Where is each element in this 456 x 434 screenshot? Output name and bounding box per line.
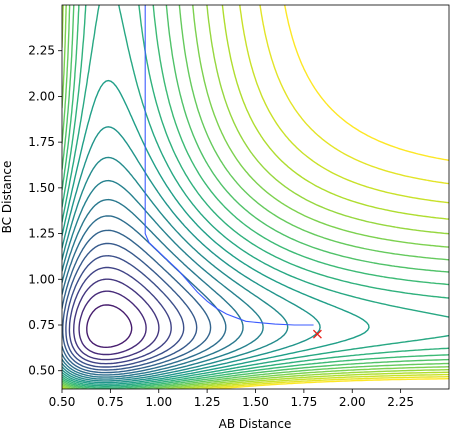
x-tick-label: 2.25 (387, 395, 414, 409)
contour-level-4 (78, 290, 147, 356)
contour-level-17 (62, 5, 449, 388)
contour-level-14 (62, 126, 321, 384)
x-tick-label: 1.50 (242, 395, 269, 409)
contour-level-18 (62, 5, 449, 389)
end-point-marker (312, 329, 322, 339)
y-tick-label: 0.50 (28, 364, 55, 378)
contour-level-8 (62, 242, 198, 371)
y-tick-label: 1.50 (28, 181, 55, 195)
y-axis-label: BC Distance (0, 161, 14, 234)
x-tick-label: 1.25 (194, 395, 221, 409)
x-tick-label: 0.50 (49, 395, 76, 409)
y-tick-label: 2.25 (28, 44, 55, 58)
x-tick-label: 0.75 (97, 395, 124, 409)
trajectory-layer (144, 5, 322, 339)
contour-level-16 (62, 5, 449, 387)
x-tick-label: 1.00 (145, 395, 172, 409)
x-tick-label: 1.75 (291, 395, 318, 409)
contour-level-12 (62, 179, 264, 380)
y-tick-label: 2.00 (28, 89, 55, 103)
y-tick-label: 1.00 (28, 272, 55, 286)
contour-level-20 (62, 5, 449, 389)
contour-level-19 (62, 5, 449, 389)
contour-level-23 (62, 5, 449, 389)
x-axis: 0.50 0.75 1.00 1.25 1.50 1.75 2.00 2.25 (49, 389, 414, 409)
trajectory-line (144, 5, 314, 326)
y-tick-label: 1.75 (28, 135, 55, 149)
contour-level-22 (62, 5, 449, 389)
y-tick-label: 0.75 (28, 318, 55, 332)
contour-level-21 (62, 5, 449, 389)
x-axis-label: AB Distance (219, 417, 292, 431)
contour-level-11 (62, 198, 244, 378)
contour-level-6 (68, 266, 172, 365)
contour-level-3 (86, 304, 133, 348)
x-tick-label: 2.00 (339, 395, 366, 409)
contour-lines (62, 5, 449, 389)
contour-level-15 (62, 79, 370, 385)
y-axis: 0.50 0.75 1.00 1.25 1.50 1.75 2.00 2.25 (28, 44, 62, 378)
contour-level-7 (65, 255, 185, 368)
contour-level-5 (73, 278, 160, 361)
y-tick-label: 1.25 (28, 227, 55, 241)
